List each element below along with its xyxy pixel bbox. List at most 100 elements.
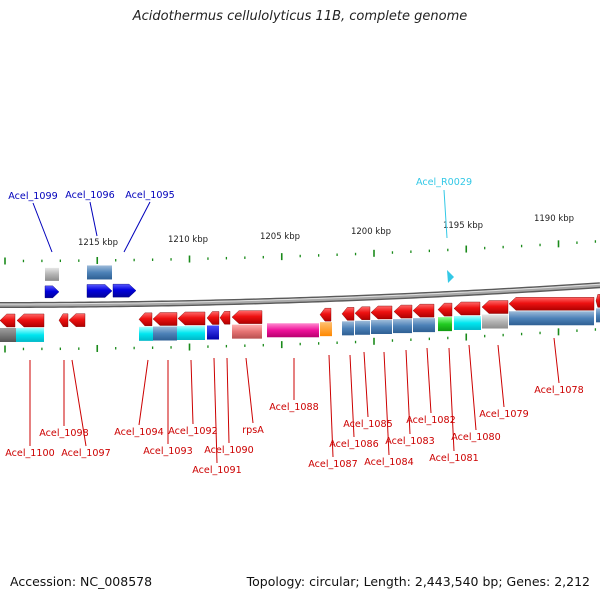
reverse-gene-arrow bbox=[138, 312, 153, 327]
gene-label[interactable]: Acel_1085 bbox=[343, 419, 392, 430]
gene-label[interactable]: Acel_1083 bbox=[385, 436, 434, 447]
gene-label[interactable]: Acel_1090 bbox=[204, 445, 253, 456]
gene-leader-line bbox=[426, 347, 432, 414]
gene-leader-line bbox=[138, 359, 149, 426]
reverse-category-block bbox=[596, 308, 600, 323]
gene-leader-line bbox=[213, 357, 218, 464]
reverse-gene-arrow bbox=[152, 312, 178, 326]
rna-marker bbox=[447, 270, 454, 283]
gene-label[interactable]: Acel_1093 bbox=[143, 446, 192, 457]
gene-label-layer: Acel_1099 Acel_1096 Acel_1095 Acel_R0029 Ace… bbox=[5, 177, 583, 476]
gene-label[interactable]: Acel_1096 bbox=[65, 190, 114, 201]
gene-leader-line bbox=[226, 357, 230, 444]
scale-label: 1190 kbp bbox=[534, 214, 574, 224]
gene-label[interactable]: Acel_1095 bbox=[125, 190, 174, 201]
scale-label: 1215 kbp bbox=[78, 238, 118, 248]
forward-gene-arrow bbox=[44, 285, 60, 299]
genome-backbone-highlight bbox=[0, 283, 600, 305]
reverse-category-block bbox=[177, 325, 205, 340]
gene-label[interactable]: Acel_1088 bbox=[269, 402, 318, 413]
gene-label[interactable]: Acel_1098 bbox=[39, 428, 88, 439]
reverse-category-block bbox=[0, 327, 16, 342]
tick-marks-layer bbox=[4, 240, 597, 353]
gene-label[interactable]: Acel_1100 bbox=[5, 448, 54, 459]
scale-label: 1205 kbp bbox=[260, 232, 300, 242]
reverse-gene-arrow bbox=[0, 313, 16, 328]
gene-label[interactable]: Acel_1092 bbox=[168, 426, 217, 437]
reverse-category-block bbox=[438, 317, 452, 332]
scale-label-layer: 1215 kbp 1210 kbp 1205 kbp 1200 kbp 1195 kbp… bbox=[78, 214, 574, 248]
gene-label[interactable]: rpsA bbox=[242, 425, 264, 436]
forward-gene-arrow bbox=[86, 284, 113, 298]
gene-leader-line bbox=[497, 344, 505, 408]
scale-label: 1210 kbp bbox=[168, 235, 208, 245]
reverse-gene-arrow bbox=[341, 307, 355, 321]
gene-label[interactable]: Acel_1086 bbox=[329, 439, 378, 450]
reverse-gene-arrow bbox=[177, 311, 206, 326]
gene-label[interactable]: Acel_1081 bbox=[429, 453, 478, 464]
gene-label[interactable]: Acel_1091 bbox=[192, 465, 241, 476]
gene-label[interactable]: Acel_1094 bbox=[114, 427, 163, 438]
forward-gene-arrow bbox=[112, 283, 137, 298]
scale-label: 1200 kbp bbox=[351, 227, 391, 237]
gene-leader-line bbox=[468, 344, 477, 431]
reverse-category-block bbox=[267, 323, 319, 338]
gene-label[interactable]: Acel_1080 bbox=[451, 432, 500, 443]
reverse-category-block bbox=[509, 311, 594, 326]
genome-summary-text: Topology: circular; Length: 2,443,540 bp… bbox=[246, 574, 590, 589]
reverse-category-block bbox=[482, 314, 508, 329]
gene-leader-line bbox=[363, 351, 369, 418]
gene-label[interactable]: Acel_R0029 bbox=[416, 177, 472, 188]
reverse-category-block bbox=[320, 322, 332, 337]
scale-label: 1195 kbp bbox=[443, 221, 483, 231]
forward-category-block bbox=[45, 267, 59, 281]
gene-label[interactable]: Acel_1087 bbox=[308, 459, 357, 470]
reverse-gene-arrow bbox=[393, 304, 413, 319]
gene-label[interactable]: Acel_1099 bbox=[8, 191, 57, 202]
gene-label[interactable]: Acel_1082 bbox=[406, 415, 455, 426]
gene-leader-line bbox=[190, 359, 194, 425]
reverse-category-block bbox=[413, 318, 435, 333]
forward-category-block bbox=[87, 265, 112, 280]
gene-leader-line bbox=[443, 189, 448, 239]
gene-label[interactable]: Acel_1079 bbox=[479, 409, 528, 420]
reverse-gene-arrow bbox=[219, 311, 231, 325]
reverse-gene-arrow bbox=[370, 305, 393, 320]
gene-leader-line bbox=[123, 201, 151, 253]
reverse-category-block bbox=[355, 320, 370, 335]
reverse-gene-arrow bbox=[595, 294, 600, 308]
accession-text: Accession: NC_008578 bbox=[10, 574, 153, 589]
gene-leader-line bbox=[89, 201, 98, 237]
genome-backbone bbox=[0, 283, 600, 307]
reverse-category-block bbox=[153, 326, 177, 341]
reverse-gene-arrow bbox=[412, 303, 435, 318]
gene-leader-line bbox=[349, 354, 355, 438]
reverse-gene-arrow bbox=[481, 300, 509, 314]
reverse-gene-arrow bbox=[68, 313, 86, 327]
reverse-category-block bbox=[454, 315, 481, 330]
gene-leader-line bbox=[383, 351, 390, 456]
gene-leader-line bbox=[245, 357, 254, 424]
backbone-layer bbox=[0, 282, 600, 308]
gene-leader-line bbox=[405, 349, 411, 435]
reverse-category-block bbox=[393, 319, 412, 334]
gene-leader-line bbox=[328, 354, 334, 458]
reverse-gene-arrow bbox=[231, 310, 263, 324]
gene-leader-line bbox=[553, 337, 560, 384]
feature-layer bbox=[0, 265, 600, 342]
reverse-category-block bbox=[207, 325, 219, 340]
reverse-gene-arrow bbox=[437, 302, 453, 317]
map-title: Acidothermus cellulolyticus 11B, complet… bbox=[132, 9, 468, 24]
reverse-gene-arrow bbox=[206, 311, 220, 325]
reverse-gene-arrow bbox=[319, 307, 332, 322]
gene-label[interactable]: Acel_1097 bbox=[61, 448, 110, 459]
reverse-category-block bbox=[342, 321, 354, 336]
reverse-gene-arrow bbox=[16, 313, 45, 328]
reverse-gene-arrow bbox=[453, 301, 481, 316]
gene-leader-line bbox=[448, 347, 455, 452]
reverse-category-block bbox=[232, 324, 262, 339]
reverse-gene-arrow bbox=[508, 297, 595, 311]
gene-label[interactable]: Acel_1084 bbox=[364, 457, 413, 468]
gene-label[interactable]: Acel_1078 bbox=[534, 385, 583, 396]
